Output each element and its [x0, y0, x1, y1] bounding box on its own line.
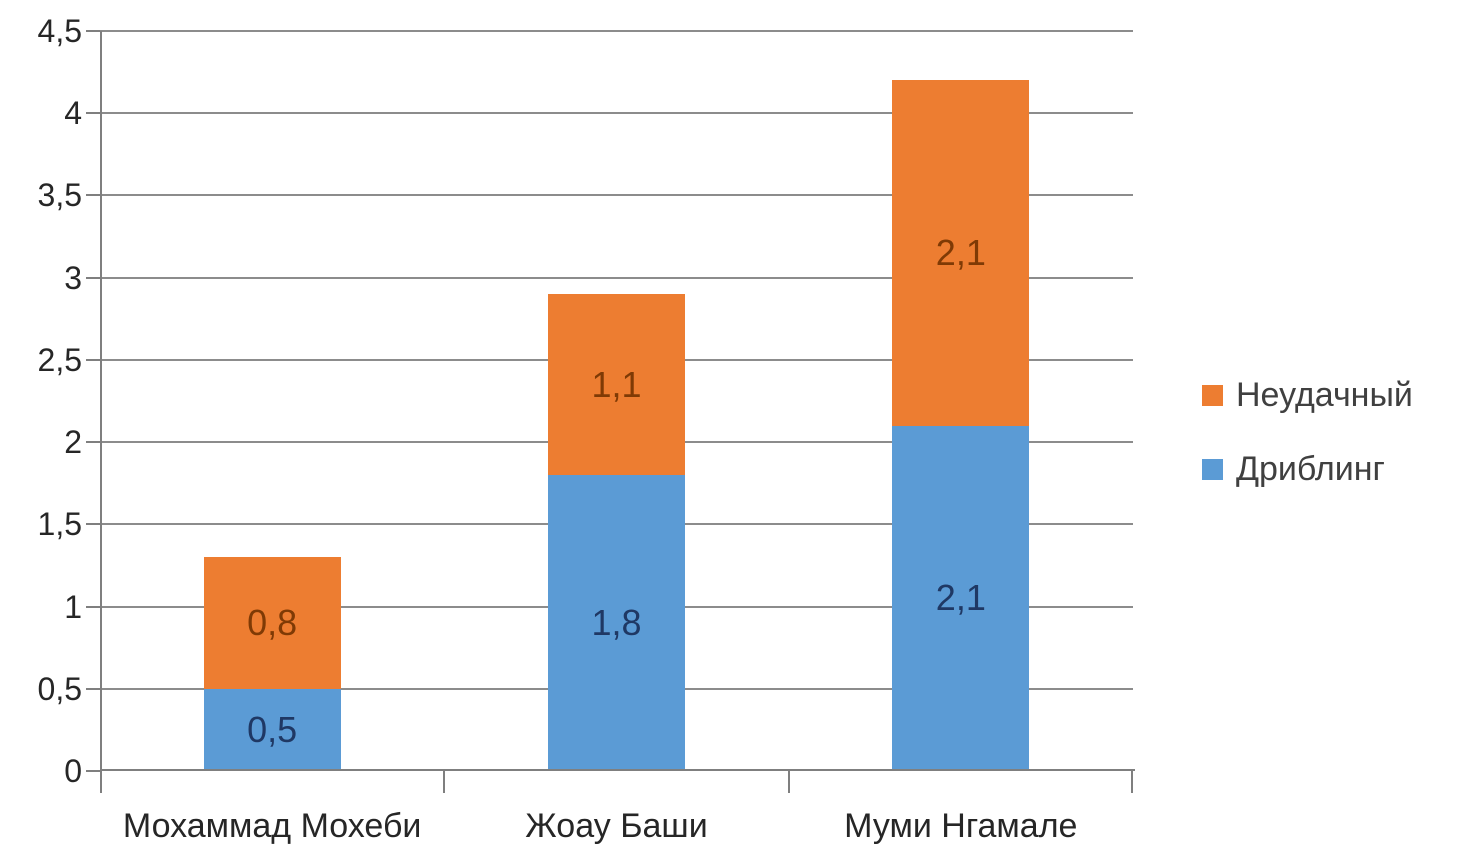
y-axis-label: 0,5	[37, 670, 82, 707]
bar-segment: 1,1	[548, 294, 685, 475]
legend-item: Неудачный	[1202, 374, 1413, 416]
y-axis-label: 3	[64, 259, 82, 296]
y-axis-label: 2	[64, 424, 82, 461]
legend: Неудачный Дриблинг	[1202, 374, 1413, 522]
x-axis-line	[100, 769, 1135, 771]
bar-segment: 0,5	[203, 688, 341, 771]
bar-value-label: 2,1	[935, 232, 986, 273]
gridline	[100, 30, 1133, 32]
y-axis-label: 4	[64, 95, 82, 132]
y-axis-tick	[86, 30, 100, 32]
y-axis-label: 0	[64, 753, 82, 789]
x-axis-tick	[100, 771, 102, 793]
y-axis-label: 1,5	[37, 506, 82, 543]
x-axis-tick	[787, 771, 790, 793]
bar-segment: 2,1	[892, 425, 1030, 771]
y-axis-tick	[86, 358, 100, 361]
y-axis-tick	[86, 605, 100, 608]
x-axis-tick	[1131, 771, 1133, 793]
y-axis-tick	[86, 770, 100, 772]
y-axis-line	[100, 31, 102, 773]
legend-swatch	[1202, 384, 1223, 406]
gridline	[100, 276, 1133, 279]
y-axis-label: 2,5	[37, 341, 82, 378]
plot-area: 0,5 0,8 1,8 1,1 2,1 2,1	[100, 30, 1133, 771]
y-axis-label: 3,5	[37, 177, 82, 214]
legend-label: Дриблинг	[1236, 450, 1385, 488]
y-axis-tick	[86, 194, 100, 197]
y-axis-tick	[86, 112, 100, 115]
y-axis-tick	[86, 687, 100, 690]
bar-value-label: 0,5	[247, 708, 298, 750]
y-axis-tick	[86, 523, 100, 526]
bar-value-label: 1,8	[591, 602, 642, 643]
legend-swatch	[1202, 458, 1223, 480]
y-axis-label: 1	[64, 588, 82, 625]
y-axis-label: 4,5	[37, 13, 82, 49]
bar-value-label: 0,8	[247, 602, 298, 643]
bar-segment: 2,1	[892, 80, 1030, 426]
gridline	[100, 194, 1133, 197]
y-axis-tick	[86, 441, 100, 444]
x-axis-tick	[443, 771, 446, 793]
bar-value-label: 1,1	[591, 363, 642, 405]
category-label: Муми Нгамале	[844, 807, 1078, 845]
bar-segment: 0,8	[203, 557, 341, 689]
category-label: Мохаммад Мохеби	[122, 807, 422, 845]
gridline	[100, 112, 1133, 115]
category-label: Жоау Баши	[525, 807, 708, 845]
y-axis-tick	[86, 276, 100, 279]
legend-item: Дриблинг	[1202, 448, 1413, 490]
bar-segment: 1,8	[548, 475, 685, 771]
bar-value-label: 2,1	[935, 577, 986, 619]
legend-label: Неудачный	[1236, 376, 1413, 414]
